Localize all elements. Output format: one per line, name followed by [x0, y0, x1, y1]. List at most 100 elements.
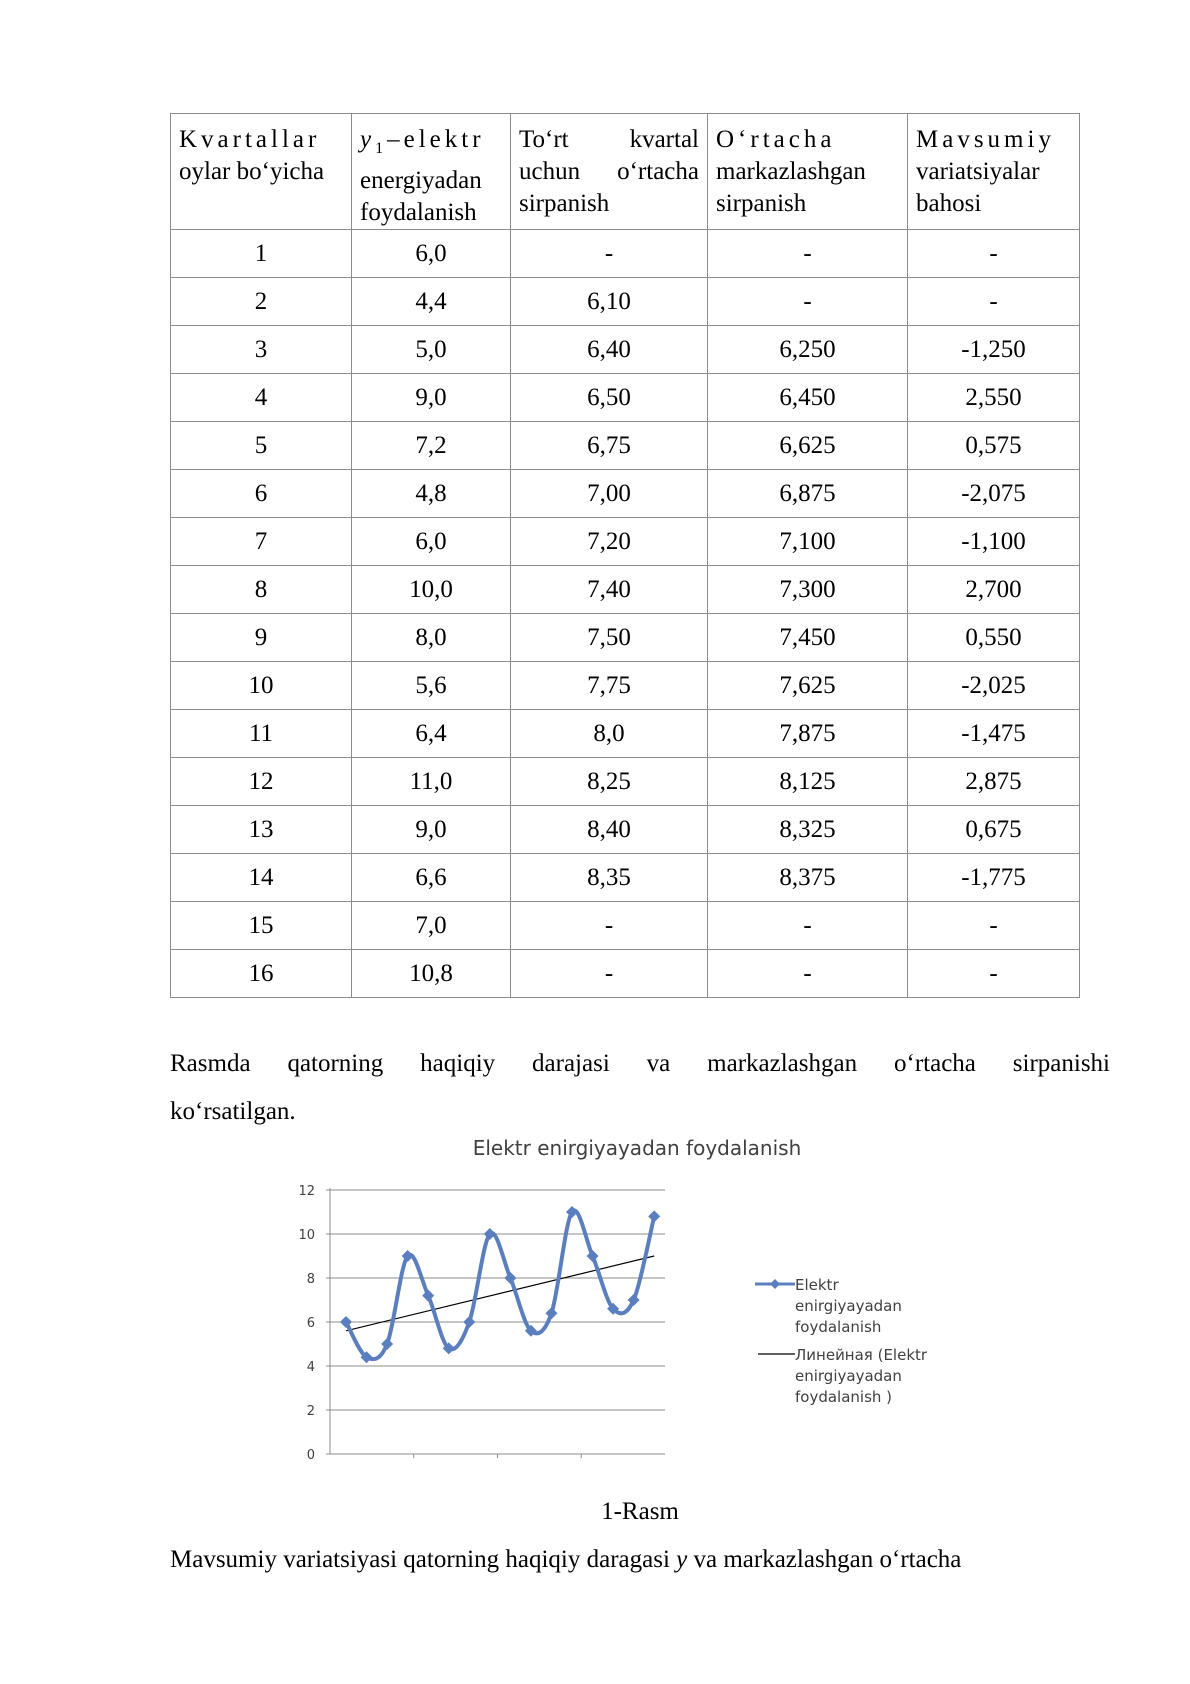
y-tick-label: 0 — [307, 1448, 315, 1463]
symbol-dash: – — [387, 126, 404, 153]
data-point-marker — [381, 1338, 394, 1350]
table-row: 5 7,2 6,75 6,625 0,575 — [170, 421, 1080, 470]
data-point-marker — [401, 1250, 414, 1262]
table-cell: 7,75 — [510, 661, 708, 710]
table-cell: 7,2 — [351, 421, 511, 470]
table-cell: 9 — [170, 613, 352, 662]
legend-line: Elektr — [795, 1276, 839, 1294]
table-cell: 6,4 — [351, 709, 511, 758]
table-cell: 2,875 — [907, 757, 1080, 806]
header-line: uchun o‘rtacha — [519, 158, 699, 185]
series-line — [344, 1208, 657, 1362]
table-cell: 10,8 — [351, 949, 511, 998]
table-cell: 0,675 — [907, 805, 1080, 854]
y-tick-label: 8 — [307, 1272, 315, 1287]
table-cell: 8,375 — [707, 853, 908, 902]
header-cell: To‘rt kvartal uchun o‘rtacha sirpanish — [510, 113, 708, 230]
table-cell: 14 — [170, 853, 352, 902]
table-cell: 7,450 — [707, 613, 908, 662]
table-cell: 6,40 — [510, 325, 708, 374]
table-cell: 6,75 — [510, 421, 708, 470]
data-table: Kvartallar oylar bo‘yicha y1–elektr energi… — [170, 113, 1080, 998]
data-point-marker — [483, 1228, 496, 1240]
table-cell: 2,550 — [907, 373, 1080, 422]
table-cell: 5 — [170, 421, 352, 470]
table-cell: 7,00 — [510, 469, 708, 518]
paragraph-continuation: Mavsumiy variatsiyasi qatorning haqiqiy … — [170, 1536, 1110, 1584]
table-cell: 4,4 — [351, 277, 511, 326]
table-cell: 8,35 — [510, 853, 708, 902]
table-cell: - — [707, 229, 908, 278]
legend-line: Линейная (Elektr — [795, 1346, 928, 1364]
legend-line: enirgiyayadan — [795, 1367, 902, 1385]
y-tick-label: 6 — [307, 1316, 315, 1331]
data-point-marker — [442, 1342, 455, 1355]
header-line: sirpanish — [519, 190, 610, 217]
table-row: 8 10,0 7,40 7,300 2,700 — [170, 565, 1080, 614]
trendline — [345, 1255, 655, 1332]
header-line: foydalanish — [360, 199, 477, 226]
y-tick-label: 2 — [307, 1404, 315, 1419]
table-cell: 6,875 — [707, 469, 908, 518]
header-line: O‘rtacha — [716, 126, 836, 153]
table-cell: 11 — [170, 709, 352, 758]
table-row: 7 6,0 7,20 7,100 -1,100 — [170, 517, 1080, 566]
table-cell: - — [510, 229, 708, 278]
table-row: 15 7,0- - - — [170, 901, 1080, 950]
table-cell: - — [510, 901, 708, 950]
paragraph-text-after: va markazlashgan o‘rtacha — [687, 1546, 962, 1573]
header-line: y1–elektr — [360, 124, 502, 165]
table-cell: 9,0 — [351, 805, 511, 854]
legend-line: foydalanish — [795, 1318, 881, 1336]
table-cell: 7,0 — [351, 901, 511, 950]
table-body: 1 6,0- - -2 4,4 6,10- -3 5,0 6,40 6,250 -1,250 4 9,0… — [170, 229, 1080, 998]
series-path — [344, 1208, 657, 1362]
table-cell: 15 — [170, 901, 352, 950]
symbol-y: y — [676, 1546, 688, 1573]
table-cell: 0,575 — [907, 421, 1080, 470]
chart-grid — [326, 1189, 665, 1455]
header-line: sirpanish — [716, 190, 807, 217]
table-cell: 7,40 — [510, 565, 708, 614]
table-row: 11 6,4 8,0 7,875 -1,475 — [170, 709, 1080, 758]
table-cell: - — [907, 949, 1080, 998]
trendline-path — [345, 1255, 655, 1332]
header-cell: Kvartallar oylar bo‘yicha — [170, 113, 352, 230]
data-point-marker — [648, 1210, 661, 1223]
table-cell: -1,475 — [907, 709, 1080, 758]
table-cell: 7,300 — [707, 565, 908, 614]
table-cell: 7,875 — [707, 709, 908, 758]
header-line: To‘rt kvartal — [519, 126, 699, 153]
table-cell: 6,0 — [351, 517, 511, 566]
table-cell: -1,100 — [907, 517, 1080, 566]
paragraph-text-before: Mavsumiy variatsiyasi qatorning haqiqiy … — [170, 1546, 677, 1573]
table-cell: 0,550 — [907, 613, 1080, 662]
table-cell: 4,8 — [351, 469, 511, 518]
legend-entry-trendline: Линейная (Elektr enirgiyayadan foydalanish… — [795, 1346, 928, 1406]
table-cell: - — [707, 949, 908, 998]
table-cell: 6,625 — [707, 421, 908, 470]
header-line: Kvartallar — [179, 126, 321, 153]
table-cell: 8,0 — [510, 709, 708, 758]
table-cell: 13 — [170, 805, 352, 854]
y-tick-label: 4 — [307, 1360, 315, 1375]
data-point-marker — [360, 1351, 373, 1364]
table-cell: 12 — [170, 757, 352, 806]
table-cell: -1,775 — [907, 853, 1080, 902]
table-cell: 2,700 — [907, 565, 1080, 614]
table-cell: -1,250 — [907, 325, 1080, 374]
y-axis-ticks: 0 2 4 6 8 10 12 — [300, 1184, 315, 1463]
table-row: 6 4,8 7,00 6,875 -2,075 — [170, 469, 1080, 518]
header-line: energiyadan — [360, 167, 482, 194]
table-cell: 11,0 — [351, 757, 511, 806]
table-row: 2 4,4 6,10- - — [170, 277, 1080, 326]
data-point-marker — [627, 1294, 640, 1306]
figure-caption: 1-Rasm — [601, 1498, 679, 1525]
table-cell: - — [707, 277, 908, 326]
chart-legend: Elektr enirgiyayadan foydalanish Линейная … — [755, 1276, 928, 1406]
table-cell: 10 — [170, 661, 352, 710]
table-cell: 6,50 — [510, 373, 708, 422]
table-cell: 7,20 — [510, 517, 708, 566]
table-cell: 2 — [170, 277, 352, 326]
table-row: 12 11,0 8,25 8,125 2,875 — [170, 757, 1080, 806]
